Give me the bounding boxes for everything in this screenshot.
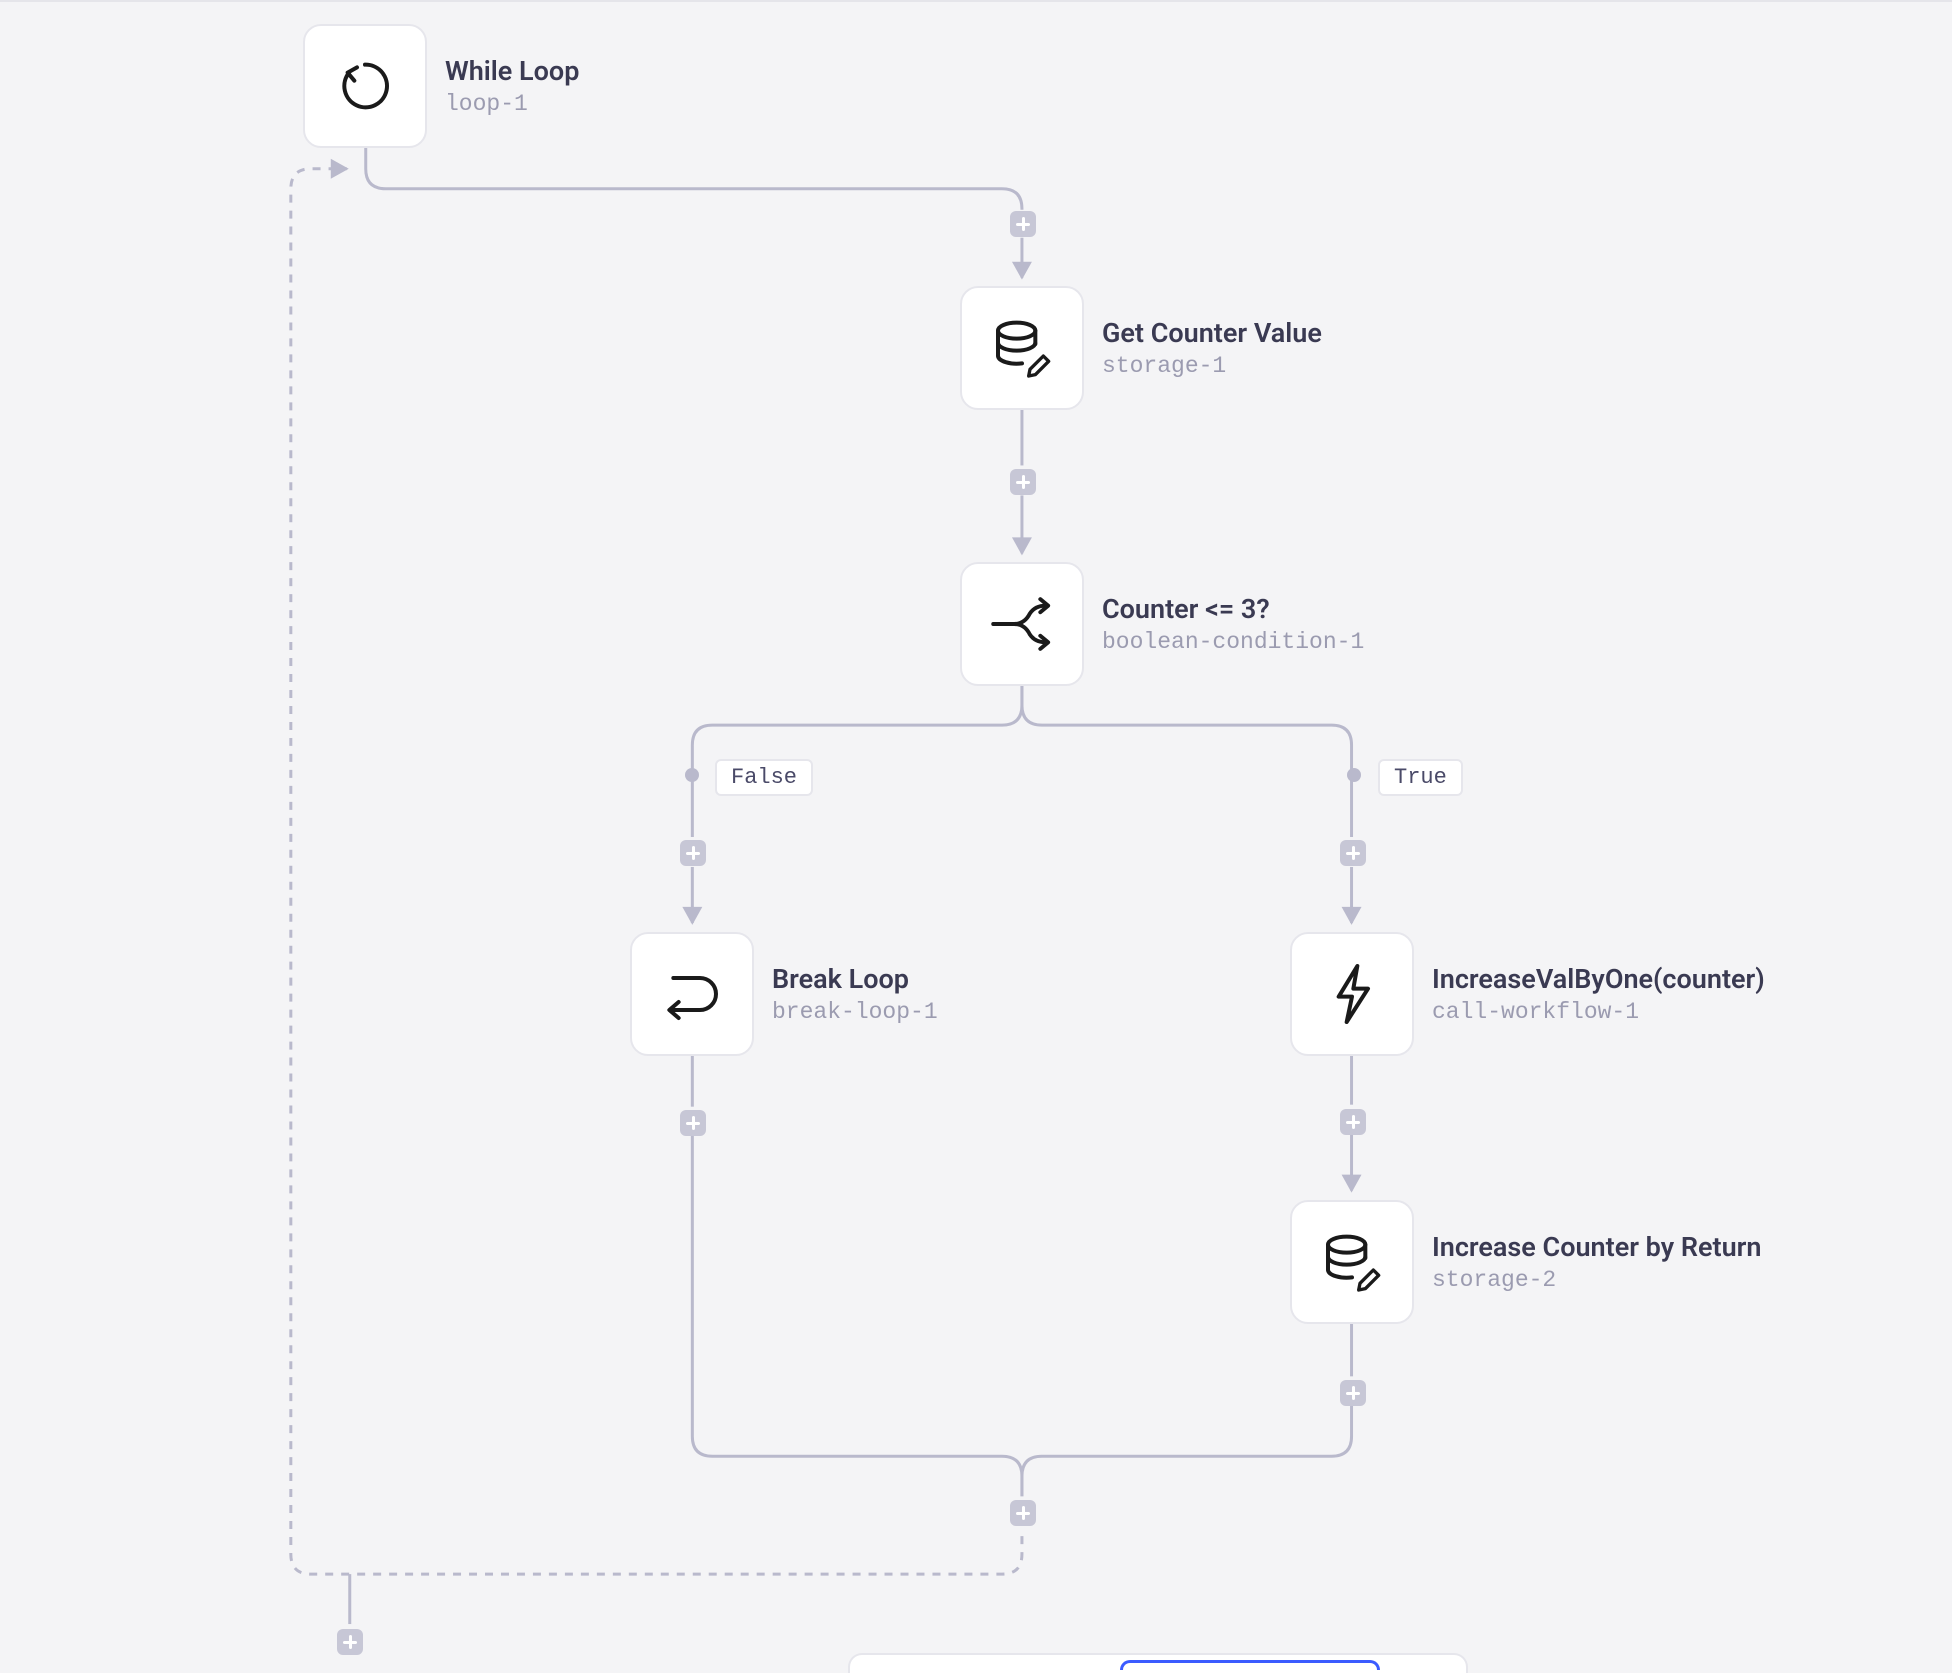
node-break-loop-title: Break Loop — [772, 963, 938, 995]
plus-after-call[interactable] — [1340, 1109, 1366, 1135]
branch-dot-false — [685, 768, 699, 782]
branch-label-false: False — [715, 759, 813, 796]
node-condition-title: Counter <= 3? — [1102, 593, 1364, 625]
node-condition-id: boolean-condition-1 — [1102, 629, 1364, 655]
plus-false-branch[interactable] — [680, 840, 706, 866]
node-get-counter-title: Get Counter Value — [1102, 317, 1322, 349]
node-while-loop-id: loop-1 — [445, 91, 579, 117]
plus-after-getcounter[interactable] — [1010, 469, 1036, 495]
edges-layer — [0, 2, 1952, 1666]
node-increase-call-id: call-workflow-1 — [1432, 999, 1765, 1025]
plus-after-while[interactable] — [1010, 211, 1036, 237]
loop-icon — [333, 54, 397, 118]
node-increase-counter[interactable]: Increase Counter by Return storage-2 — [1290, 1200, 1761, 1324]
node-get-counter-id: storage-1 — [1102, 353, 1322, 379]
flowchart-canvas: While Loop loop-1 Get Counter Value stor… — [0, 2, 1952, 1666]
node-increase-call-title: IncreaseValByOne(counter) — [1432, 963, 1765, 995]
branch-label-true: True — [1378, 759, 1463, 796]
node-condition[interactable]: Counter <= 3? boolean-condition-1 — [960, 562, 1364, 686]
plus-merge[interactable] — [1010, 1500, 1036, 1526]
plus-true-branch[interactable] — [1340, 840, 1366, 866]
node-increase-call[interactable]: IncreaseValByOne(counter) call-workflow-… — [1290, 932, 1765, 1056]
plus-after-break[interactable] — [680, 1110, 706, 1136]
node-break-loop[interactable]: Break Loop break-loop-1 — [630, 932, 938, 1056]
branch-dot-true — [1347, 768, 1361, 782]
bottom-panel-button-peek — [1120, 1660, 1380, 1670]
bolt-icon — [1326, 962, 1378, 1026]
node-get-counter[interactable]: Get Counter Value storage-1 — [960, 286, 1322, 410]
db-edit-icon — [990, 316, 1054, 380]
plus-bottom[interactable] — [337, 1629, 363, 1655]
node-increase-call-box — [1290, 932, 1414, 1056]
db-edit-icon — [1320, 1230, 1384, 1294]
plus-after-storage2[interactable] — [1340, 1380, 1366, 1406]
node-condition-box — [960, 562, 1084, 686]
node-while-loop[interactable]: While Loop loop-1 — [303, 24, 579, 148]
node-get-counter-box — [960, 286, 1084, 410]
split-icon — [988, 594, 1056, 654]
node-increase-counter-title: Increase Counter by Return — [1432, 1231, 1761, 1263]
node-break-loop-box — [630, 932, 754, 1056]
node-increase-counter-id: storage-2 — [1432, 1267, 1761, 1293]
node-while-loop-box — [303, 24, 427, 148]
node-break-loop-id: break-loop-1 — [772, 999, 938, 1025]
return-icon — [660, 966, 724, 1022]
node-increase-counter-box — [1290, 1200, 1414, 1324]
node-while-loop-title: While Loop — [445, 55, 579, 87]
